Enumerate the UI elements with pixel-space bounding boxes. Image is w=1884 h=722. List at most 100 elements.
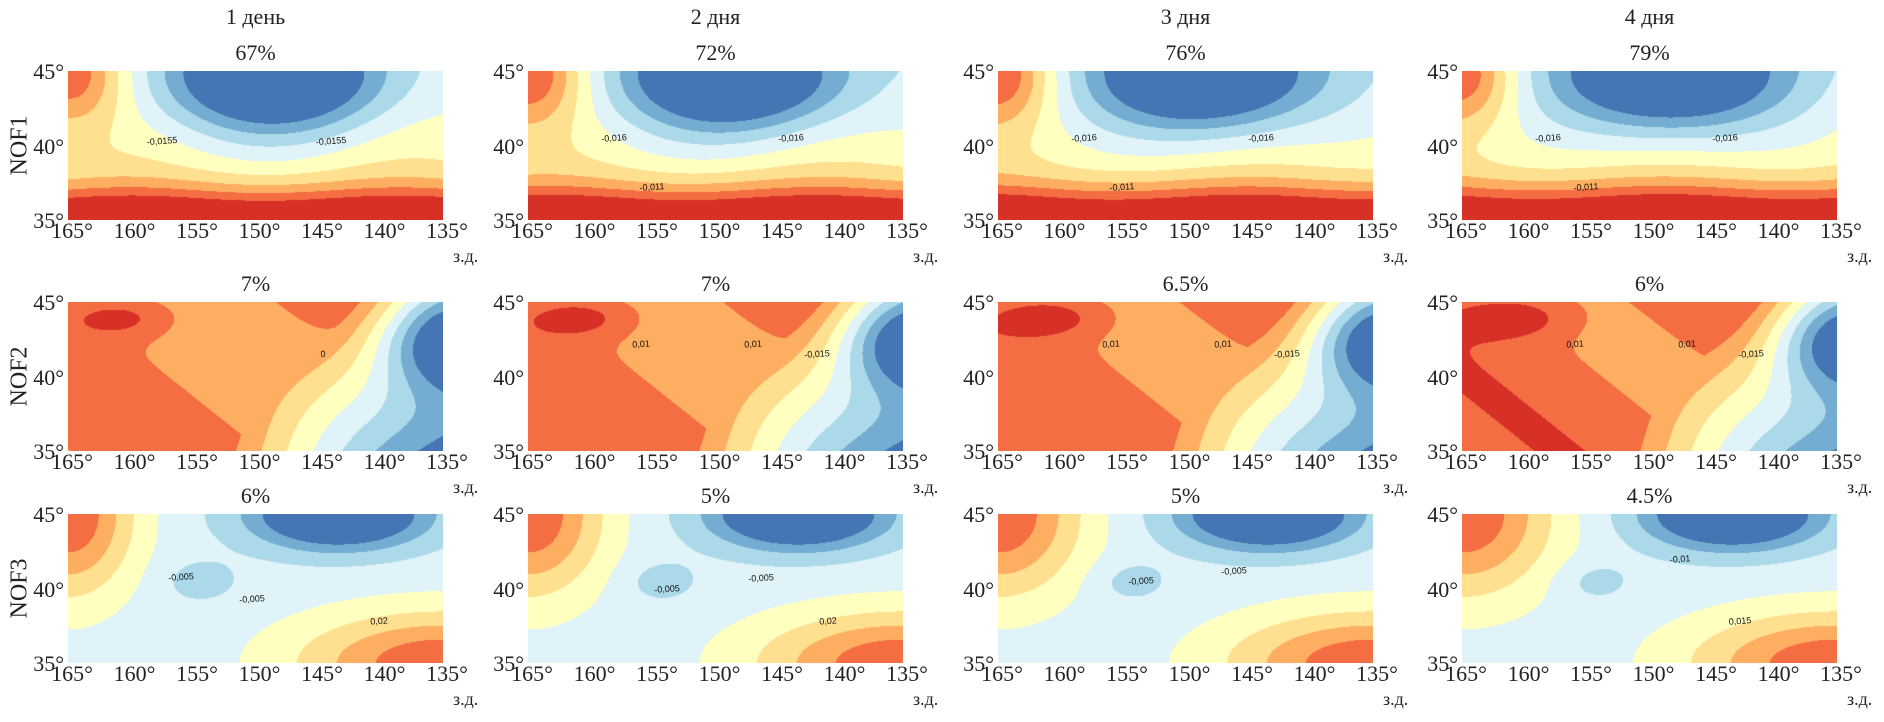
column-title: 4 дня xyxy=(1624,4,1675,29)
contour-label: -0,011 xyxy=(1109,181,1135,194)
x-tick-label: 135° xyxy=(1820,218,1862,243)
x-tick-label: 150° xyxy=(238,218,281,243)
x-tick-label: 165° xyxy=(51,661,93,686)
contour-map xyxy=(998,302,1373,451)
x-tick-label: 135° xyxy=(1356,218,1398,243)
panel-percent: 5% xyxy=(1170,483,1201,508)
x-tick-label: 135° xyxy=(886,218,928,243)
x-tick-label: 150° xyxy=(698,661,741,686)
contour-label: -0,016 xyxy=(601,132,628,144)
x-tick-label: 135° xyxy=(1356,449,1398,474)
x-tick-label: 155° xyxy=(1106,661,1148,686)
x-tick-label: 165° xyxy=(1445,661,1487,686)
x-unit-label: з.д. xyxy=(1383,246,1409,266)
x-tick-label: 155° xyxy=(1570,449,1612,474)
x-tick-label: 165° xyxy=(1445,218,1487,243)
x-tick-label: 160° xyxy=(1043,218,1086,243)
x-tick-label: 155° xyxy=(636,661,678,686)
x-tick-label: 150° xyxy=(1168,661,1211,686)
x-tick-label: 160° xyxy=(1043,661,1086,686)
contour-label: 0,01 xyxy=(1677,338,1697,350)
contour-map xyxy=(528,71,903,220)
y-tick-label: 35° xyxy=(493,439,524,464)
x-tick-label: 145° xyxy=(1695,218,1737,243)
contour-label: 0,01 xyxy=(631,338,650,350)
x-tick-label: 160° xyxy=(1507,449,1550,474)
contour-label: -0,015 xyxy=(803,348,830,361)
x-tick-label: 150° xyxy=(1168,449,1211,474)
y-tick-label: 40° xyxy=(493,364,524,390)
x-tick-label: 135° xyxy=(886,661,928,686)
x-tick-label: 135° xyxy=(1356,661,1398,686)
x-tick-label: 155° xyxy=(176,218,218,243)
x-tick-label: 135° xyxy=(1820,449,1862,474)
x-unit-label: з.д. xyxy=(913,246,939,266)
y-tick-label: 35° xyxy=(33,208,64,233)
x-tick-label: 150° xyxy=(698,218,741,243)
x-tick-label: 155° xyxy=(636,218,678,243)
x-unit-label: з.д. xyxy=(913,689,939,709)
column-title: 2 дня xyxy=(690,4,741,29)
x-tick-label: 165° xyxy=(51,449,93,474)
y-tick-label: 35° xyxy=(1427,439,1458,464)
x-tick-label: 145° xyxy=(301,449,343,474)
x-tick-label: 165° xyxy=(51,218,93,243)
contour-map xyxy=(998,514,1373,663)
x-tick-label: 145° xyxy=(761,661,803,686)
x-tick-label: 140° xyxy=(1757,218,1800,243)
contour-label: 0,01 xyxy=(1565,338,1584,350)
x-tick-label: 165° xyxy=(981,661,1023,686)
x-tick-label: 150° xyxy=(1632,218,1675,243)
x-tick-label: 165° xyxy=(1445,449,1487,474)
contour-label: 0,01 xyxy=(743,338,763,350)
y-tick-label: 45° xyxy=(33,502,64,527)
y-tick-label: 35° xyxy=(33,651,64,676)
contour-label: -0,0155 xyxy=(146,134,178,148)
column-title: 3 дня xyxy=(1160,4,1211,29)
x-unit-label: з.д. xyxy=(1847,689,1873,709)
y-tick-label: 35° xyxy=(1427,651,1458,676)
panel-percent: 5% xyxy=(700,483,731,508)
y-tick-label: 40° xyxy=(963,364,994,390)
y-tick-label: 40° xyxy=(1427,364,1458,390)
y-tick-label: 35° xyxy=(33,439,64,464)
y-tick-label: 40° xyxy=(493,576,524,602)
x-tick-label: 145° xyxy=(761,218,803,243)
x-tick-label: 160° xyxy=(573,449,616,474)
x-tick-label: 155° xyxy=(1570,661,1612,686)
x-tick-label: 140° xyxy=(363,449,406,474)
contour-label: -0,005 xyxy=(1127,575,1154,587)
y-tick-label: 40° xyxy=(493,133,524,159)
x-unit-label: з.д. xyxy=(913,477,939,497)
x-unit-label: з.д. xyxy=(453,689,479,709)
contour-label: -0,016 xyxy=(777,132,804,144)
contour-map xyxy=(1462,71,1837,220)
y-tick-label: 45° xyxy=(1427,502,1458,527)
x-tick-label: 165° xyxy=(981,218,1023,243)
contour-label: 0,02 xyxy=(370,615,389,627)
x-tick-label: 160° xyxy=(1507,218,1550,243)
x-tick-label: 145° xyxy=(1231,661,1273,686)
y-tick-label: 40° xyxy=(963,133,994,159)
panel-percent: 67% xyxy=(235,40,276,65)
y-tick-label: 35° xyxy=(963,651,994,676)
x-tick-label: 140° xyxy=(1757,449,1800,474)
x-tick-label: 135° xyxy=(886,449,928,474)
x-tick-label: 160° xyxy=(113,218,156,243)
x-tick-label: 155° xyxy=(1106,218,1148,243)
contour-map xyxy=(68,514,443,663)
panel-percent: 6% xyxy=(240,483,271,508)
contour-label: -0,015 xyxy=(1273,348,1300,361)
panel-percent: 72% xyxy=(695,40,736,65)
x-tick-label: 150° xyxy=(238,661,281,686)
x-tick-label: 145° xyxy=(1231,218,1273,243)
x-tick-label: 140° xyxy=(363,218,406,243)
contour-map xyxy=(528,514,903,663)
x-tick-label: 140° xyxy=(1757,661,1800,686)
x-unit-label: з.д. xyxy=(453,246,479,266)
contour-label: -0,011 xyxy=(1573,181,1599,194)
x-tick-label: 160° xyxy=(573,218,616,243)
x-tick-label: 155° xyxy=(1570,218,1612,243)
contour-label: 0,01 xyxy=(1213,338,1233,350)
panel-percent: 4.5% xyxy=(1626,483,1673,508)
